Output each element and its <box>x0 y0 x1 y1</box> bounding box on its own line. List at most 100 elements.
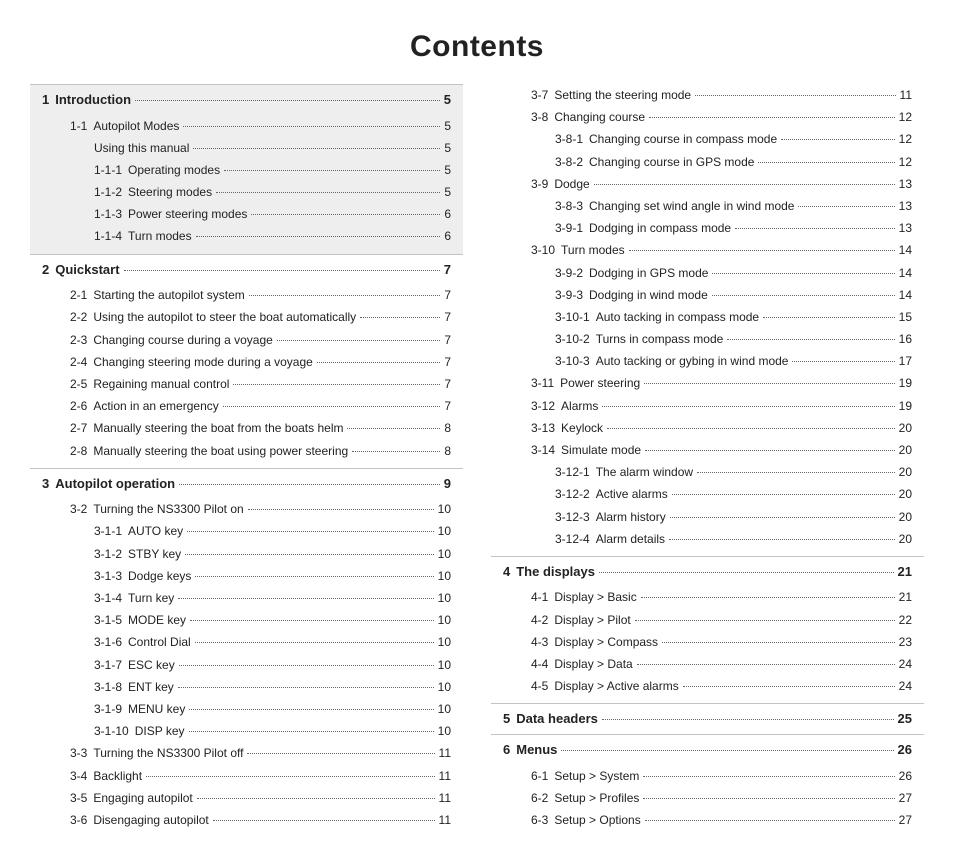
toc-row[interactable]: 3-1-4Turn key10 <box>30 587 463 609</box>
toc-row[interactable]: 1-1-3Power steering modes6 <box>30 203 463 225</box>
row-number: 1-1-4 <box>94 228 128 244</box>
row-page: 20 <box>899 420 912 436</box>
toc-row[interactable]: 3-12-3Alarm history20 <box>491 506 924 528</box>
toc-row[interactable]: 3-1-3Dodge keys10 <box>30 565 463 587</box>
row-number: 6-2 <box>531 790 554 806</box>
section-title: Quickstart <box>55 261 119 279</box>
toc-row[interactable]: 3-9-2Dodging in GPS mode14 <box>491 262 924 284</box>
toc-row[interactable]: 3-12-4Alarm details20 <box>491 528 924 550</box>
row-label: Manually steering the boat using power s… <box>93 443 348 459</box>
dot-leader <box>798 206 894 207</box>
toc-section-header[interactable]: 2Quickstart7 <box>30 255 463 285</box>
toc-row[interactable]: 3-2Turning the NS3300 Pilot on10 <box>30 498 463 520</box>
toc-row[interactable]: 3-9-3Dodging in wind mode14 <box>491 284 924 306</box>
toc-row[interactable]: 3-7Setting the steering mode11 <box>491 84 924 106</box>
toc-row[interactable]: 3-1-5MODE key10 <box>30 609 463 631</box>
row-number: 3-3 <box>70 745 93 761</box>
row-page: 8 <box>444 420 451 436</box>
toc-section-header[interactable]: 1Introduction5 <box>30 85 463 115</box>
toc-row[interactable]: 3-6Disengaging autopilot11 <box>30 809 463 831</box>
row-label: AUTO key <box>128 523 183 539</box>
toc-row[interactable]: 6-2Setup > Profiles27 <box>491 787 924 809</box>
toc-row[interactable]: 3-1-2STBY key10 <box>30 543 463 565</box>
row-number: 3-8-2 <box>555 154 589 170</box>
toc-row[interactable]: 3-1-6Control Dial10 <box>30 631 463 653</box>
toc-row[interactable]: 2-7Manually steering the boat from the b… <box>30 417 463 439</box>
row-label: STBY key <box>128 546 181 562</box>
toc-row[interactable]: 3-9-1Dodging in compass mode13 <box>491 217 924 239</box>
dot-leader <box>360 317 440 318</box>
toc-row[interactable]: 2-4Changing steering mode during a voyag… <box>30 351 463 373</box>
section-number: 5 <box>503 710 516 728</box>
toc-row[interactable]: 1-1-2Steering modes5 <box>30 181 463 203</box>
toc-row[interactable]: 3-8Changing course12 <box>491 106 924 128</box>
row-page: 20 <box>899 531 912 547</box>
toc-row[interactable]: 2-5Regaining manual control7 <box>30 373 463 395</box>
toc-section-header[interactable]: 6Menus26 <box>491 735 924 765</box>
toc-row[interactable]: 3-1-7ESC key10 <box>30 654 463 676</box>
toc-row[interactable]: 3-8-1Changing course in compass mode12 <box>491 128 924 150</box>
toc-row[interactable]: 4-2Display > Pilot22 <box>491 609 924 631</box>
toc-row[interactable]: 2-1Starting the autopilot system7 <box>30 284 463 306</box>
toc-row[interactable]: 3-3Turning the NS3300 Pilot off11 <box>30 742 463 764</box>
row-label: Control Dial <box>128 634 191 650</box>
row-page: 13 <box>899 198 912 214</box>
toc-row[interactable]: Using this manual5 <box>30 137 463 159</box>
toc-row[interactable]: 1-1-4Turn modes6 <box>30 225 463 247</box>
toc-row[interactable]: 3-10-2Turns in compass mode16 <box>491 328 924 350</box>
toc-row[interactable]: 4-5Display > Active alarms24 <box>491 675 924 697</box>
toc-section-body: 3-7Setting the steering mode113-8Changin… <box>491 84 924 556</box>
toc-row[interactable]: 6-1Setup > System26 <box>491 765 924 787</box>
row-number: 4-5 <box>531 678 554 694</box>
section-page: 7 <box>444 261 451 279</box>
toc-row[interactable]: 4-4Display > Data24 <box>491 653 924 675</box>
toc-row[interactable]: 3-1-9MENU key10 <box>30 698 463 720</box>
toc-row[interactable]: 3-1-1AUTO key10 <box>30 520 463 542</box>
toc-row[interactable]: 3-13Keylock20 <box>491 417 924 439</box>
row-number: 2-3 <box>70 332 93 348</box>
toc-row[interactable]: 3-10Turn modes14 <box>491 239 924 261</box>
row-number: 2-5 <box>70 376 93 392</box>
toc-row[interactable]: 3-12-1The alarm window20 <box>491 461 924 483</box>
row-number: 3-12-2 <box>555 486 596 502</box>
toc-row[interactable]: 3-8-3Changing set wind angle in wind mod… <box>491 195 924 217</box>
toc-row[interactable]: 3-10-1Auto tacking in compass mode15 <box>491 306 924 328</box>
toc-row[interactable]: 3-12-2Active alarms20 <box>491 483 924 505</box>
toc-row[interactable]: 2-8Manually steering the boat using powe… <box>30 440 463 462</box>
toc-row[interactable]: 3-1-8ENT key10 <box>30 676 463 698</box>
row-page: 10 <box>438 657 451 673</box>
toc-row[interactable]: 4-1Display > Basic21 <box>491 586 924 608</box>
row-page: 24 <box>899 678 912 694</box>
toc-row[interactable]: 1-1-1Operating modes5 <box>30 159 463 181</box>
toc-section-header[interactable]: 5Data headers25 <box>491 704 924 734</box>
row-label: Alarms <box>561 398 598 414</box>
toc-row[interactable]: 2-6Action in an emergency7 <box>30 395 463 417</box>
row-page: 27 <box>899 812 912 828</box>
toc-section-header[interactable]: 4The displays21 <box>491 557 924 587</box>
toc-row[interactable]: 2-3Changing course during a voyage7 <box>30 329 463 351</box>
toc-row[interactable]: 3-12Alarms19 <box>491 395 924 417</box>
section-title: Autopilot operation <box>55 475 175 493</box>
dot-leader <box>233 384 440 385</box>
toc-row[interactable]: 3-1-10DISP key10 <box>30 720 463 742</box>
toc-row[interactable]: 3-10-3Auto tacking or gybing in wind mod… <box>491 350 924 372</box>
dot-leader <box>712 273 894 274</box>
toc-row[interactable]: 3-8-2Changing course in GPS mode12 <box>491 151 924 173</box>
row-number: 3-1-3 <box>94 568 128 584</box>
dot-leader <box>178 687 434 688</box>
toc-row[interactable]: 4-3Display > Compass23 <box>491 631 924 653</box>
dot-leader <box>179 484 440 485</box>
toc-row[interactable]: 3-11Power steering19 <box>491 372 924 394</box>
row-label: MODE key <box>128 612 186 628</box>
section-page: 9 <box>444 475 451 493</box>
toc-row[interactable]: 2-2Using the autopilot to steer the boat… <box>30 306 463 328</box>
toc-row[interactable]: 3-9Dodge13 <box>491 173 924 195</box>
row-number: 3-9-3 <box>555 287 589 303</box>
toc-section-header[interactable]: 3Autopilot operation9 <box>30 469 463 499</box>
toc-row[interactable]: 3-5Engaging autopilot11 <box>30 787 463 809</box>
toc-row[interactable]: 3-14Simulate mode20 <box>491 439 924 461</box>
toc-row[interactable]: 6-3Setup > Options27 <box>491 809 924 831</box>
toc-row[interactable]: 1-1Autopilot Modes5 <box>30 115 463 137</box>
toc-row[interactable]: 3-4Backlight11 <box>30 765 463 787</box>
row-number: 3-2 <box>70 501 93 517</box>
